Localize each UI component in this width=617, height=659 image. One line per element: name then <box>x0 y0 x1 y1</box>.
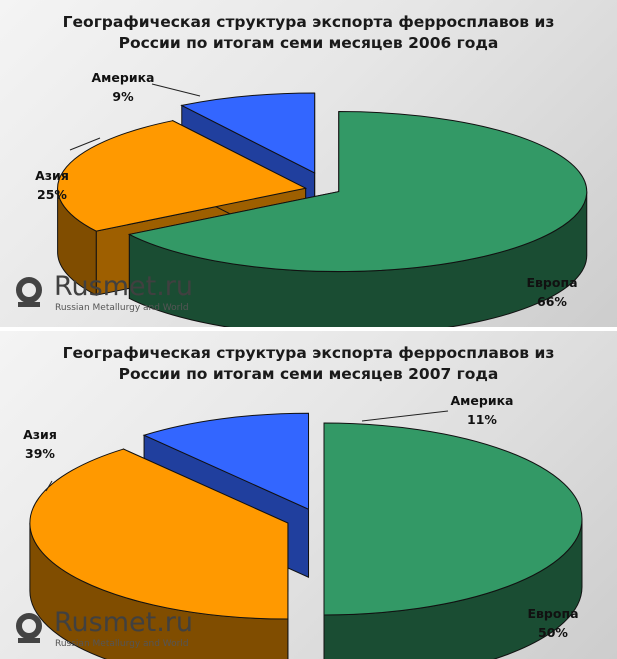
data-label-america: Америка 9% <box>92 70 201 104</box>
chart-title: Географическая структура экспорта феррос… <box>0 343 617 385</box>
data-label-category: Америка <box>451 393 514 408</box>
data-label-category: Европа <box>526 275 577 290</box>
data-label-value: 66% <box>537 294 567 309</box>
logo-tagline: Russian Metallurgy and World <box>55 639 189 649</box>
slice-top-face <box>127 111 588 273</box>
slice-top-face <box>57 120 308 232</box>
pie-chart-2007: Европа 50% Азия 39% Америка 11% <box>23 393 583 659</box>
slice-top-face <box>142 412 310 510</box>
data-label-asia: Азия 39% <box>23 427 57 492</box>
rusmet-logo-icon <box>16 613 42 643</box>
chart-title-line-2: России по итогам семи месяцев 2007 года <box>118 365 499 383</box>
leader-line <box>361 410 449 422</box>
data-label-europe: Европа 66% <box>526 275 577 309</box>
pie-chart-2006: Европа 66% Азия 25% Америка 9% <box>35 70 588 327</box>
data-label-category: Америка <box>92 70 155 85</box>
data-label-category: Азия <box>35 168 69 183</box>
slice-top-face <box>29 448 289 620</box>
logo-tagline: Russian Metallurgy and World <box>55 303 189 313</box>
data-label-value: 9% <box>112 89 134 104</box>
rusmet-logo-icon <box>16 277 42 307</box>
slice-top-face <box>323 422 583 616</box>
logo-name: Rusmet.ru <box>54 607 194 638</box>
data-label-value: 50% <box>538 625 568 640</box>
data-label-america: Америка 11% <box>361 393 514 427</box>
data-label-asia: Азия 25% <box>35 137 101 202</box>
data-label-europe: Европа 50% <box>527 606 578 640</box>
chart-panel-2006: Географическая структура экспорта феррос… <box>0 0 617 327</box>
leader-line <box>69 137 101 151</box>
chart-title-line-1: Географическая структура экспорта феррос… <box>62 13 555 31</box>
data-label-category: Азия <box>23 427 57 442</box>
chart-title: Географическая структура экспорта феррос… <box>0 12 617 54</box>
pie-slice-europe <box>127 111 588 327</box>
data-label-value: 25% <box>37 187 67 202</box>
data-label-category: Европа <box>527 606 578 621</box>
pie-slice-asia <box>29 448 289 659</box>
chart-panel-2007: Географическая структура экспорта феррос… <box>0 331 617 659</box>
leader-line <box>45 480 53 492</box>
pie-slice-europe <box>323 422 583 659</box>
logo-name: Rusmet.ru <box>54 271 194 302</box>
data-label-value: 11% <box>467 412 497 427</box>
chart-title-line-1: Географическая структура экспорта феррос… <box>62 344 555 362</box>
leader-line <box>151 83 201 97</box>
chart-title-line-2: России по итогам семи месяцев 2006 года <box>118 34 499 52</box>
data-label-value: 39% <box>25 446 55 461</box>
slice-top-face <box>180 92 316 174</box>
